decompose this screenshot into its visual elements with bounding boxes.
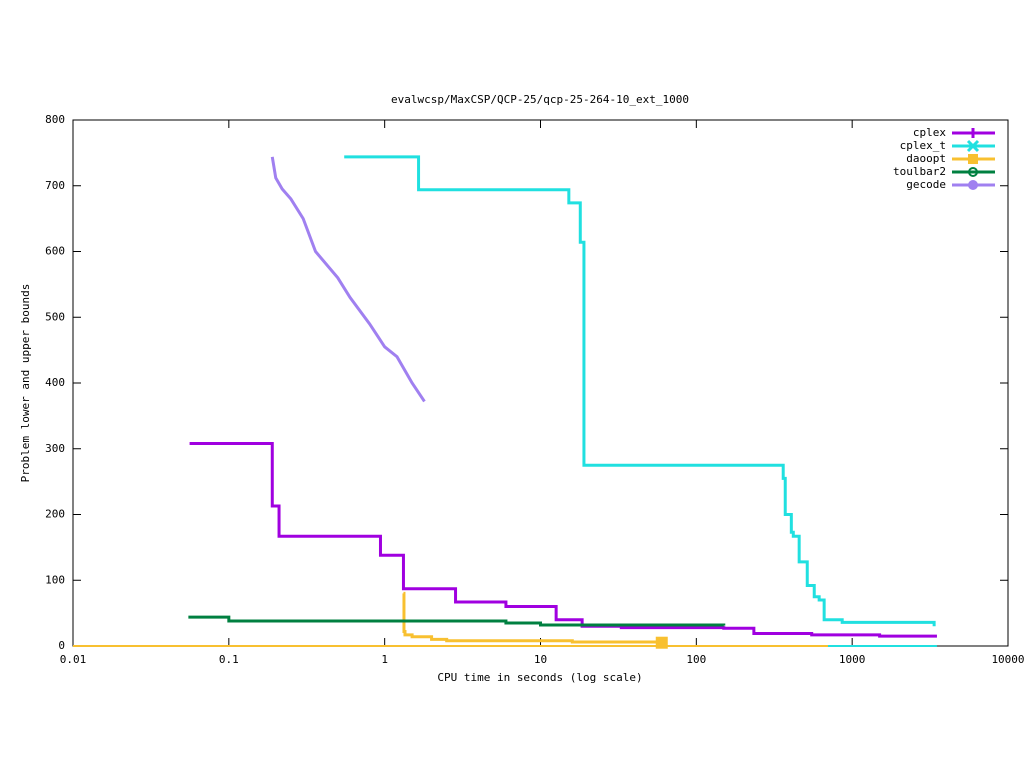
legend-marker (968, 154, 978, 164)
legend-marker (966, 139, 980, 153)
y-tick-label: 0 (58, 639, 65, 652)
x-tick-label: 0.01 (60, 653, 87, 666)
y-tick-label: 400 (45, 376, 65, 389)
series-line (189, 441, 937, 638)
y-axis-label: Problem lower and upper bounds (19, 284, 32, 483)
legend-label: cplex_t (900, 139, 946, 152)
x-tick-label: 10 (534, 653, 547, 666)
y-tick-label: 700 (45, 179, 65, 192)
x-axis-label: CPU time in seconds (log scale) (437, 671, 642, 684)
y-tick-label: 200 (45, 508, 65, 521)
series-line (402, 591, 664, 644)
legend-label: gecode (906, 178, 946, 191)
legend-marker (968, 167, 978, 177)
legend-label: daoopt (906, 152, 946, 165)
y-tick-label: 300 (45, 442, 65, 455)
y-tick-label: 500 (45, 310, 65, 323)
x-tick-label: 10000 (991, 653, 1024, 666)
x-tick-label: 1 (381, 653, 388, 666)
legend-marker (968, 180, 978, 190)
series-line (270, 156, 426, 403)
y-tick-label: 100 (45, 573, 65, 586)
series-line (344, 155, 936, 627)
x-tick-label: 1000 (839, 653, 866, 666)
series-line (188, 615, 726, 627)
chart-title: evalwcsp/MaxCSP/QCP-25/qcp-25-264-10_ext… (391, 93, 689, 106)
plot-frame (72, 119, 1009, 647)
y-tick-label: 800 (45, 113, 65, 126)
y-tick-label: 600 (45, 245, 65, 258)
legend-label: cplex (913, 126, 946, 139)
x-tick-label: 100 (686, 653, 706, 666)
legend-marker (968, 128, 978, 138)
legend-label: toulbar2 (893, 165, 946, 178)
point-marker (655, 636, 668, 649)
x-tick-label: 0.1 (219, 653, 239, 666)
